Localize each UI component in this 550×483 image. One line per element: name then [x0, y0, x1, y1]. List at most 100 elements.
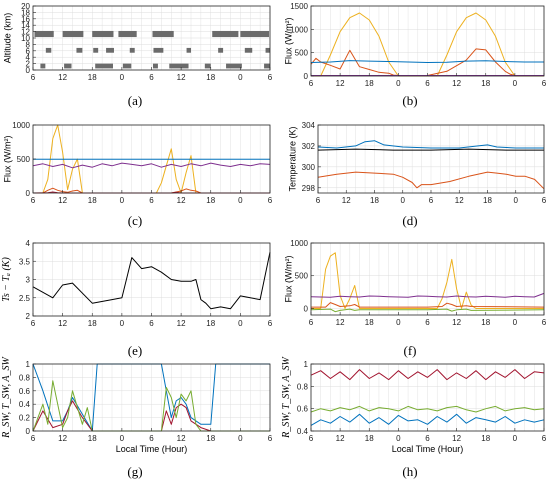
x-tick-label: 6	[542, 79, 547, 88]
x-tick-label: 18	[481, 79, 490, 88]
altitude-segment-4	[152, 30, 174, 38]
series-line-h-1	[310, 405, 545, 413]
y-axis-label-d: Temperature (K)	[287, 126, 298, 192]
series-line-d-0	[317, 140, 544, 149]
y-tick-label: 1000	[12, 121, 30, 130]
x-tick-label: 6	[31, 434, 36, 443]
x-tick-label: 6	[268, 196, 273, 205]
y-tick-label: 2	[26, 312, 31, 321]
x-tick-label: 0	[238, 434, 243, 443]
x-tick-label: 0	[120, 319, 125, 328]
y-tick-label: 3.5	[19, 257, 31, 266]
altitude-segment-1	[62, 30, 84, 38]
y-axis-label-a: Altitude (km)	[1, 12, 12, 64]
series-line-f-2	[311, 302, 545, 308]
y-tick-label: 2	[26, 60, 31, 69]
x-tick-label: 12	[58, 196, 67, 205]
y-tick-label: 0.4	[19, 400, 31, 409]
y-tick-label: 4	[26, 53, 31, 62]
series-line-f-1	[310, 292, 545, 298]
y-tick-label: 3	[26, 276, 31, 285]
x-tick-label: 18	[365, 318, 374, 327]
series-line-h-2	[310, 413, 545, 426]
x-tick-label: 6	[31, 196, 36, 205]
y-tick-label: 500	[17, 155, 31, 164]
x-tick-label: 6	[542, 434, 547, 443]
x-tick-label: 18	[88, 196, 97, 205]
x-tick-label: 6	[309, 79, 314, 88]
x-tick-label: 6	[149, 319, 154, 328]
y-axis-label-e: Ts − Tₐ (K)	[0, 257, 12, 302]
x-tick-label: 6	[149, 196, 154, 205]
x-tick-label: 18	[206, 196, 215, 205]
altitude-segment-3	[118, 30, 137, 38]
y-tick-label: 1500	[290, 2, 308, 11]
x-tick-label: 12	[177, 434, 186, 443]
series-line-d-1	[317, 148, 544, 151]
y-tick-label: 0.8	[297, 382, 309, 391]
y-axis-label-b: Flux (W/m²)	[283, 17, 293, 65]
x-axis-label-g: Local Time (Hour)	[115, 444, 188, 454]
altitude-segment-11	[129, 47, 135, 53]
x-tick-label: 12	[452, 318, 461, 327]
x-tick-label: 18	[370, 196, 379, 205]
y-tick-label: 1	[304, 360, 309, 369]
x-tick-label: 0	[396, 434, 401, 443]
y-tick-label: 2.5	[19, 294, 31, 303]
y-tick-label: 10	[21, 34, 30, 43]
panel-label-a: (a)	[127, 93, 143, 108]
series-line-h-0	[310, 369, 545, 381]
panel-g: 6 12 18 0 6 12 18 0 600.20.40.60.81	[19, 360, 273, 443]
y-tick-label: 300	[302, 163, 316, 172]
x-tick-label: 12	[452, 79, 461, 88]
altitude-segment-20	[122, 63, 132, 69]
y-tick-label: 0	[26, 66, 31, 75]
y-tick-label: 0.6	[297, 405, 309, 414]
x-tick-label: 12	[58, 319, 67, 328]
x-tick-label: 6	[149, 434, 154, 443]
panel-label-e: (e)	[127, 343, 143, 358]
x-tick-label: 0	[120, 73, 125, 82]
series-line-e-0	[32, 251, 271, 310]
y-tick-label: 302	[302, 142, 316, 151]
y-tick-label: 8	[26, 40, 31, 49]
y-axis-label-c: Flux (W/m²)	[2, 135, 12, 183]
x-tick-label: 18	[365, 79, 374, 88]
y-tick-label: 0	[304, 304, 309, 313]
altitude-segment-5	[212, 30, 239, 38]
series-line-d-2	[317, 171, 545, 190]
altitude-segment-23	[204, 63, 211, 69]
y-axis-label-f: Flux (W/m²)	[283, 255, 293, 303]
x-tick-label: 18	[481, 434, 490, 443]
x-tick-label: 0	[238, 73, 243, 82]
y-tick-label: 304	[302, 121, 316, 130]
x-tick-label: 18	[481, 318, 490, 327]
panel-label-h: (h)	[402, 464, 418, 479]
x-tick-label: 0	[120, 434, 125, 443]
x-tick-label: 6	[31, 319, 36, 328]
y-tick-label: 500	[295, 49, 309, 58]
y-axis-label-h: R_SW, T_SW, A_SW	[280, 357, 292, 438]
x-tick-label: 12	[455, 196, 464, 205]
x-tick-label: 6	[309, 434, 314, 443]
y-tick-label: 0	[26, 189, 31, 198]
panel-label-d: (d)	[402, 213, 418, 228]
x-tick-label: 6	[31, 73, 36, 82]
altitude-segment-17	[40, 63, 46, 69]
x-tick-label: 6	[268, 73, 273, 82]
x-tick-label: 6	[542, 318, 547, 327]
x-tick-label: 6	[425, 318, 430, 327]
x-tick-label: 18	[88, 73, 97, 82]
x-tick-label: 0	[514, 196, 519, 205]
y-tick-label: 1000	[290, 239, 308, 248]
x-tick-label: 0	[120, 196, 125, 205]
altitude-segment-0	[34, 30, 54, 38]
altitude-segment-25	[264, 63, 270, 69]
x-tick-label: 18	[88, 434, 97, 443]
altitude-segment-10	[106, 47, 114, 53]
y-tick-label: 0.6	[19, 387, 31, 396]
x-tick-label: 0	[238, 319, 243, 328]
y-tick-label: 1000	[290, 25, 308, 34]
